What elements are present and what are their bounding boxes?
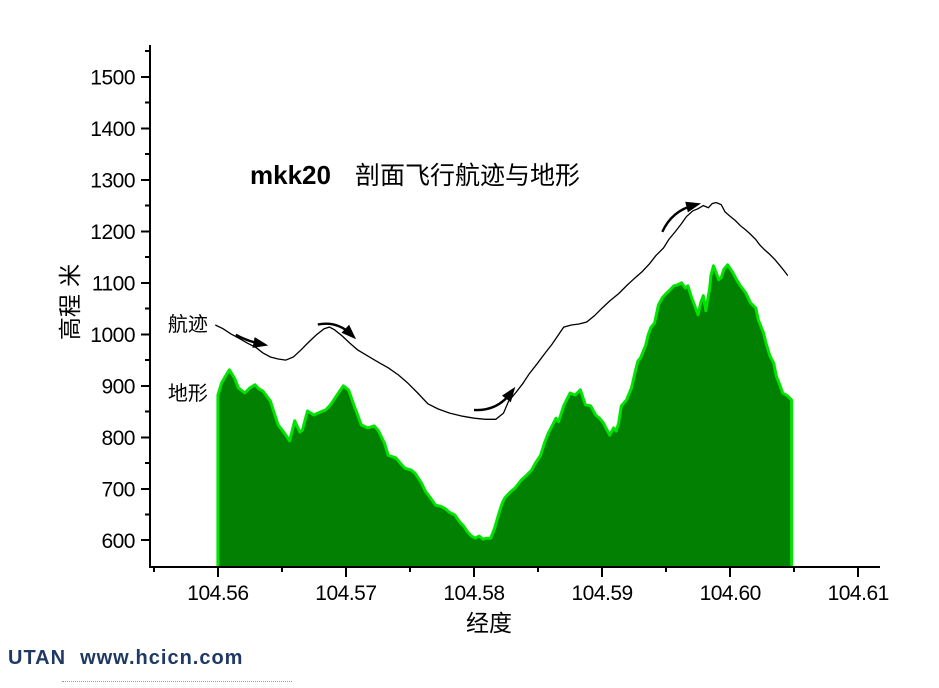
axis-lines (149, 45, 880, 568)
x-axis-ticks: 104.56 104.57 104.58 104.59 104.60 104.61 (152, 567, 889, 605)
svg-text:1000: 1000 (90, 324, 135, 347)
footer-underline (62, 681, 292, 682)
svg-text:104.60: 104.60 (700, 582, 761, 605)
svg-text:700: 700 (101, 478, 135, 501)
footer-brand: UTAN (8, 647, 67, 669)
svg-text:1100: 1100 (92, 272, 135, 295)
direction-arrow-head (502, 386, 516, 403)
footer-url-text: www.hcicn.com (80, 647, 244, 669)
y-axis-title: 高程 米 (58, 263, 84, 341)
svg-text:900: 900 (101, 375, 135, 398)
flight-path-line (215, 201, 789, 420)
footer: UTAN www.hcicn.com (8, 647, 243, 670)
chart-title-text: 剖面飞行航迹与地形 (354, 161, 580, 190)
terrain-outline (216, 263, 794, 567)
chart-title-prefix: mkk20 (250, 160, 331, 190)
chart-title: mkk20 剖面飞行航迹与地形 (250, 156, 580, 192)
svg-text:104.56: 104.56 (187, 582, 248, 605)
svg-text:1400: 1400 (90, 118, 135, 141)
terrain-area (216, 263, 794, 567)
y-axis-ticks: 600 700 800 900 1000 1100 1200 1300 1400 1500 (90, 50, 150, 553)
x-axis-title: 经度 (466, 611, 512, 637)
svg-text:104.61: 104.61 (828, 582, 889, 605)
direction-arrow-head (341, 324, 357, 340)
axes (149, 45, 880, 568)
flight-path (215, 201, 789, 420)
svg-text:600: 600 (101, 530, 135, 553)
series-label: 航迹 (168, 312, 208, 336)
direction-arrow-head (685, 201, 702, 213)
series-label: 地形 (168, 381, 208, 405)
svg-text:104.57: 104.57 (315, 582, 376, 605)
svg-text:104.59: 104.59 (571, 582, 632, 605)
svg-text:1300: 1300 (90, 169, 135, 192)
svg-text:1200: 1200 (90, 221, 135, 244)
direction-arrow-head (252, 337, 269, 348)
svg-text:104.58: 104.58 (443, 582, 504, 605)
svg-text:1500: 1500 (90, 66, 135, 89)
direction-arrows (235, 201, 702, 412)
svg-text:800: 800 (101, 427, 135, 450)
